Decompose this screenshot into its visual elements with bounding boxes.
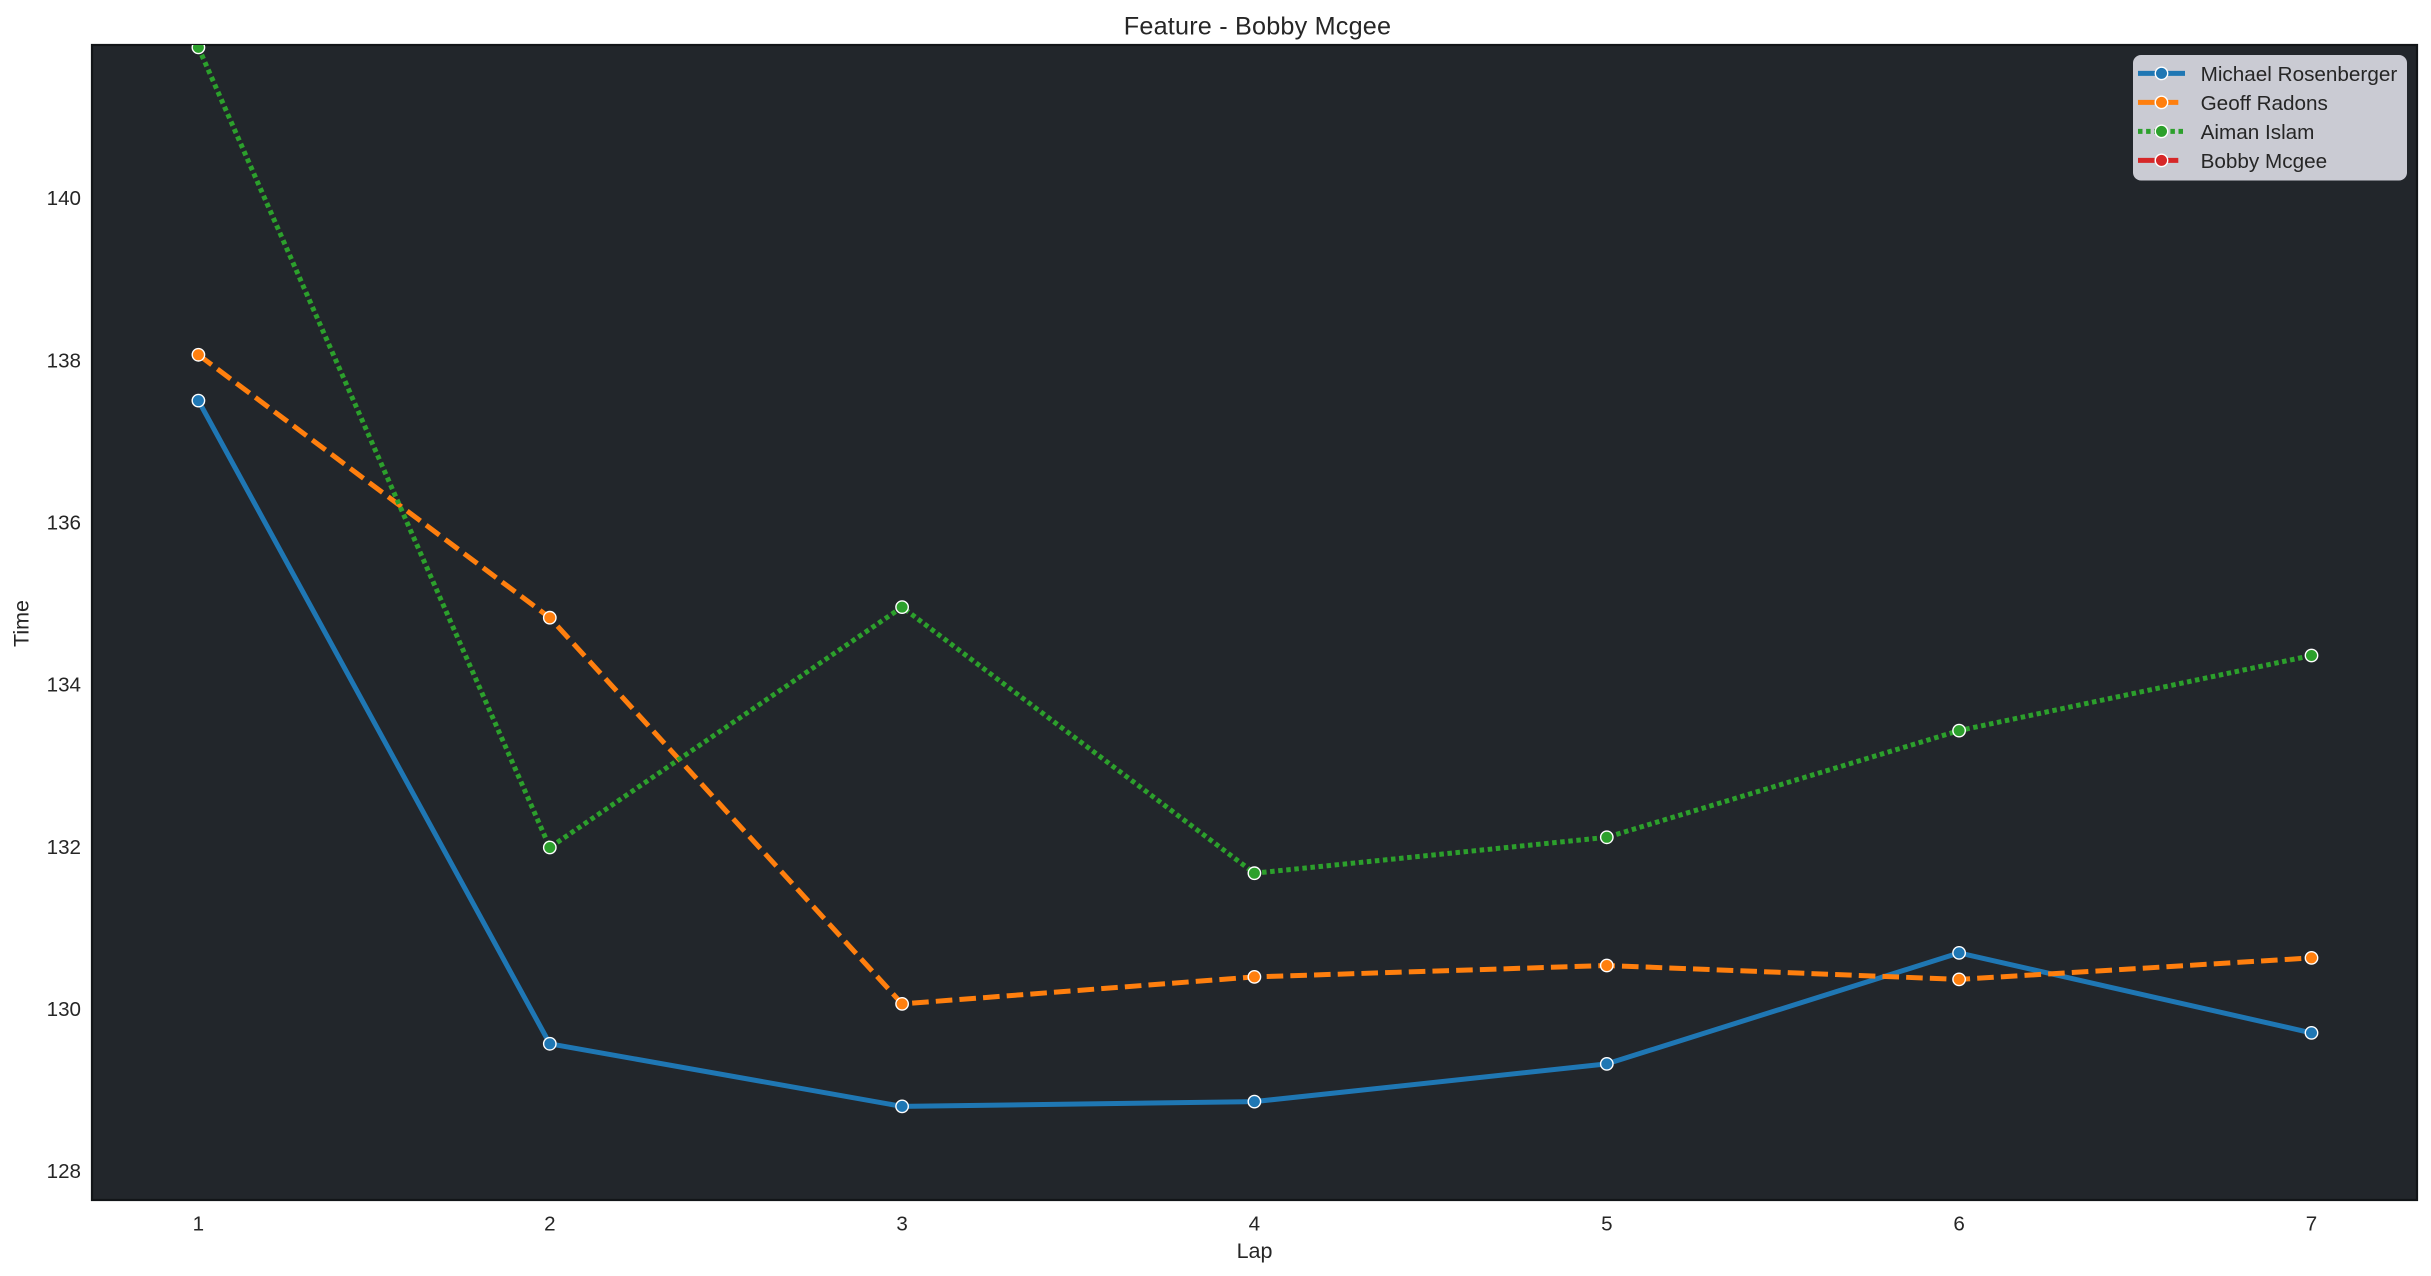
svg-text:136: 136: [47, 512, 81, 535]
svg-text:7: 7: [2306, 1213, 2317, 1236]
svg-text:140: 140: [47, 187, 81, 210]
svg-text:4: 4: [1249, 1213, 1260, 1236]
svg-text:Bobby Mcgee: Bobby Mcgee: [2201, 150, 2328, 173]
svg-text:1: 1: [193, 1213, 204, 1236]
svg-text:Aiman Islam: Aiman Islam: [2201, 121, 2315, 144]
svg-text:134: 134: [47, 674, 81, 697]
svg-text:2: 2: [544, 1213, 555, 1236]
svg-text:Time: Time: [10, 600, 34, 647]
svg-text:6: 6: [1953, 1213, 1964, 1236]
svg-text:Michael Rosenberger: Michael Rosenberger: [2201, 63, 2398, 86]
svg-text:138: 138: [47, 349, 81, 372]
svg-text:Feature - Bobby Mcgee: Feature - Bobby Mcgee: [1124, 13, 1391, 41]
svg-text:128: 128: [47, 1160, 81, 1183]
svg-text:132: 132: [47, 836, 81, 859]
svg-text:Geoff Radons: Geoff Radons: [2201, 92, 2328, 115]
svg-text:Lap: Lap: [1237, 1239, 1273, 1263]
svg-text:5: 5: [1601, 1213, 1612, 1236]
svg-text:130: 130: [47, 998, 81, 1021]
svg-text:3: 3: [896, 1213, 907, 1236]
